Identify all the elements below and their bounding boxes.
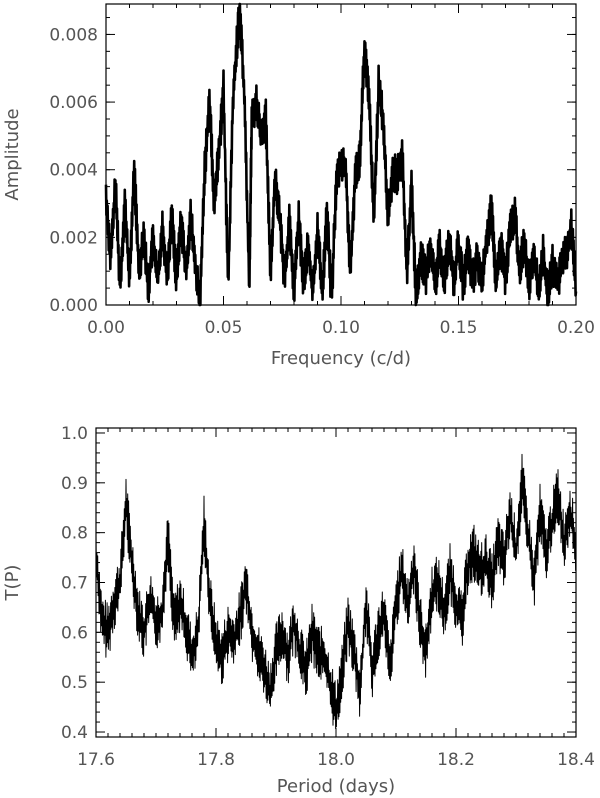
y-tick-label: 0.6 bbox=[61, 623, 88, 643]
y-tick-label: 0.006 bbox=[49, 93, 98, 113]
x-tick-label: 18.2 bbox=[437, 750, 475, 770]
y-tick-label: 0.008 bbox=[49, 25, 98, 45]
y-tick-label: 0.5 bbox=[61, 673, 88, 693]
amplitude-chart-tick-labels: 0.00 0.05 0.10 0.15 0.20 0.000 0.002 0.004 0.006… bbox=[49, 25, 595, 338]
amplitude-chart-ticks bbox=[105, 4, 577, 306]
period-statistic-chart: 17.6 17.8 18.0 18.2 18.4 0.4 0.5 0.6 0.7 0.8 0.9 1.… bbox=[2, 424, 595, 797]
frequency-axis-title: Frequency (c/d) bbox=[271, 348, 411, 369]
x-tick-label: 17.8 bbox=[197, 750, 235, 770]
period-axis-title: Period (days) bbox=[277, 776, 395, 797]
x-tick-label: 0.15 bbox=[440, 318, 478, 338]
x-tick-label: 0.20 bbox=[557, 318, 595, 338]
x-tick-label: 0.10 bbox=[322, 318, 360, 338]
period-chart-ticks bbox=[95, 428, 577, 737]
x-tick-label: 17.6 bbox=[77, 750, 115, 770]
y-tick-label: 0.7 bbox=[61, 574, 88, 594]
x-tick-label: 18.0 bbox=[317, 750, 355, 770]
tp-series-line bbox=[95, 453, 577, 730]
y-tick-label: 0.9 bbox=[61, 474, 88, 494]
x-tick-label: 18.4 bbox=[557, 750, 595, 770]
amplitude-spectrum-chart: 0.00 0.05 0.10 0.15 0.20 0.000 0.002 0.004 0.006… bbox=[2, 2, 595, 369]
y-tick-label: 1.0 bbox=[61, 424, 88, 444]
y-tick-label: 0.004 bbox=[49, 161, 98, 181]
amplitude-series-line bbox=[104, 2, 578, 307]
amplitude-axis-title: Amplitude bbox=[2, 108, 23, 200]
y-tick-label: 0.4 bbox=[61, 723, 88, 743]
tp-axis-title: T(P) bbox=[2, 565, 23, 602]
period-chart-tick-labels: 17.6 17.8 18.0 18.2 18.4 0.4 0.5 0.6 0.7 0.8 0.9 1.… bbox=[61, 424, 595, 770]
y-tick-label: 0.8 bbox=[61, 524, 88, 544]
y-tick-label: 0.002 bbox=[49, 228, 98, 248]
x-tick-label: 0.00 bbox=[87, 318, 125, 338]
y-tick-label: 0.000 bbox=[49, 296, 98, 316]
x-tick-label: 0.05 bbox=[205, 318, 243, 338]
